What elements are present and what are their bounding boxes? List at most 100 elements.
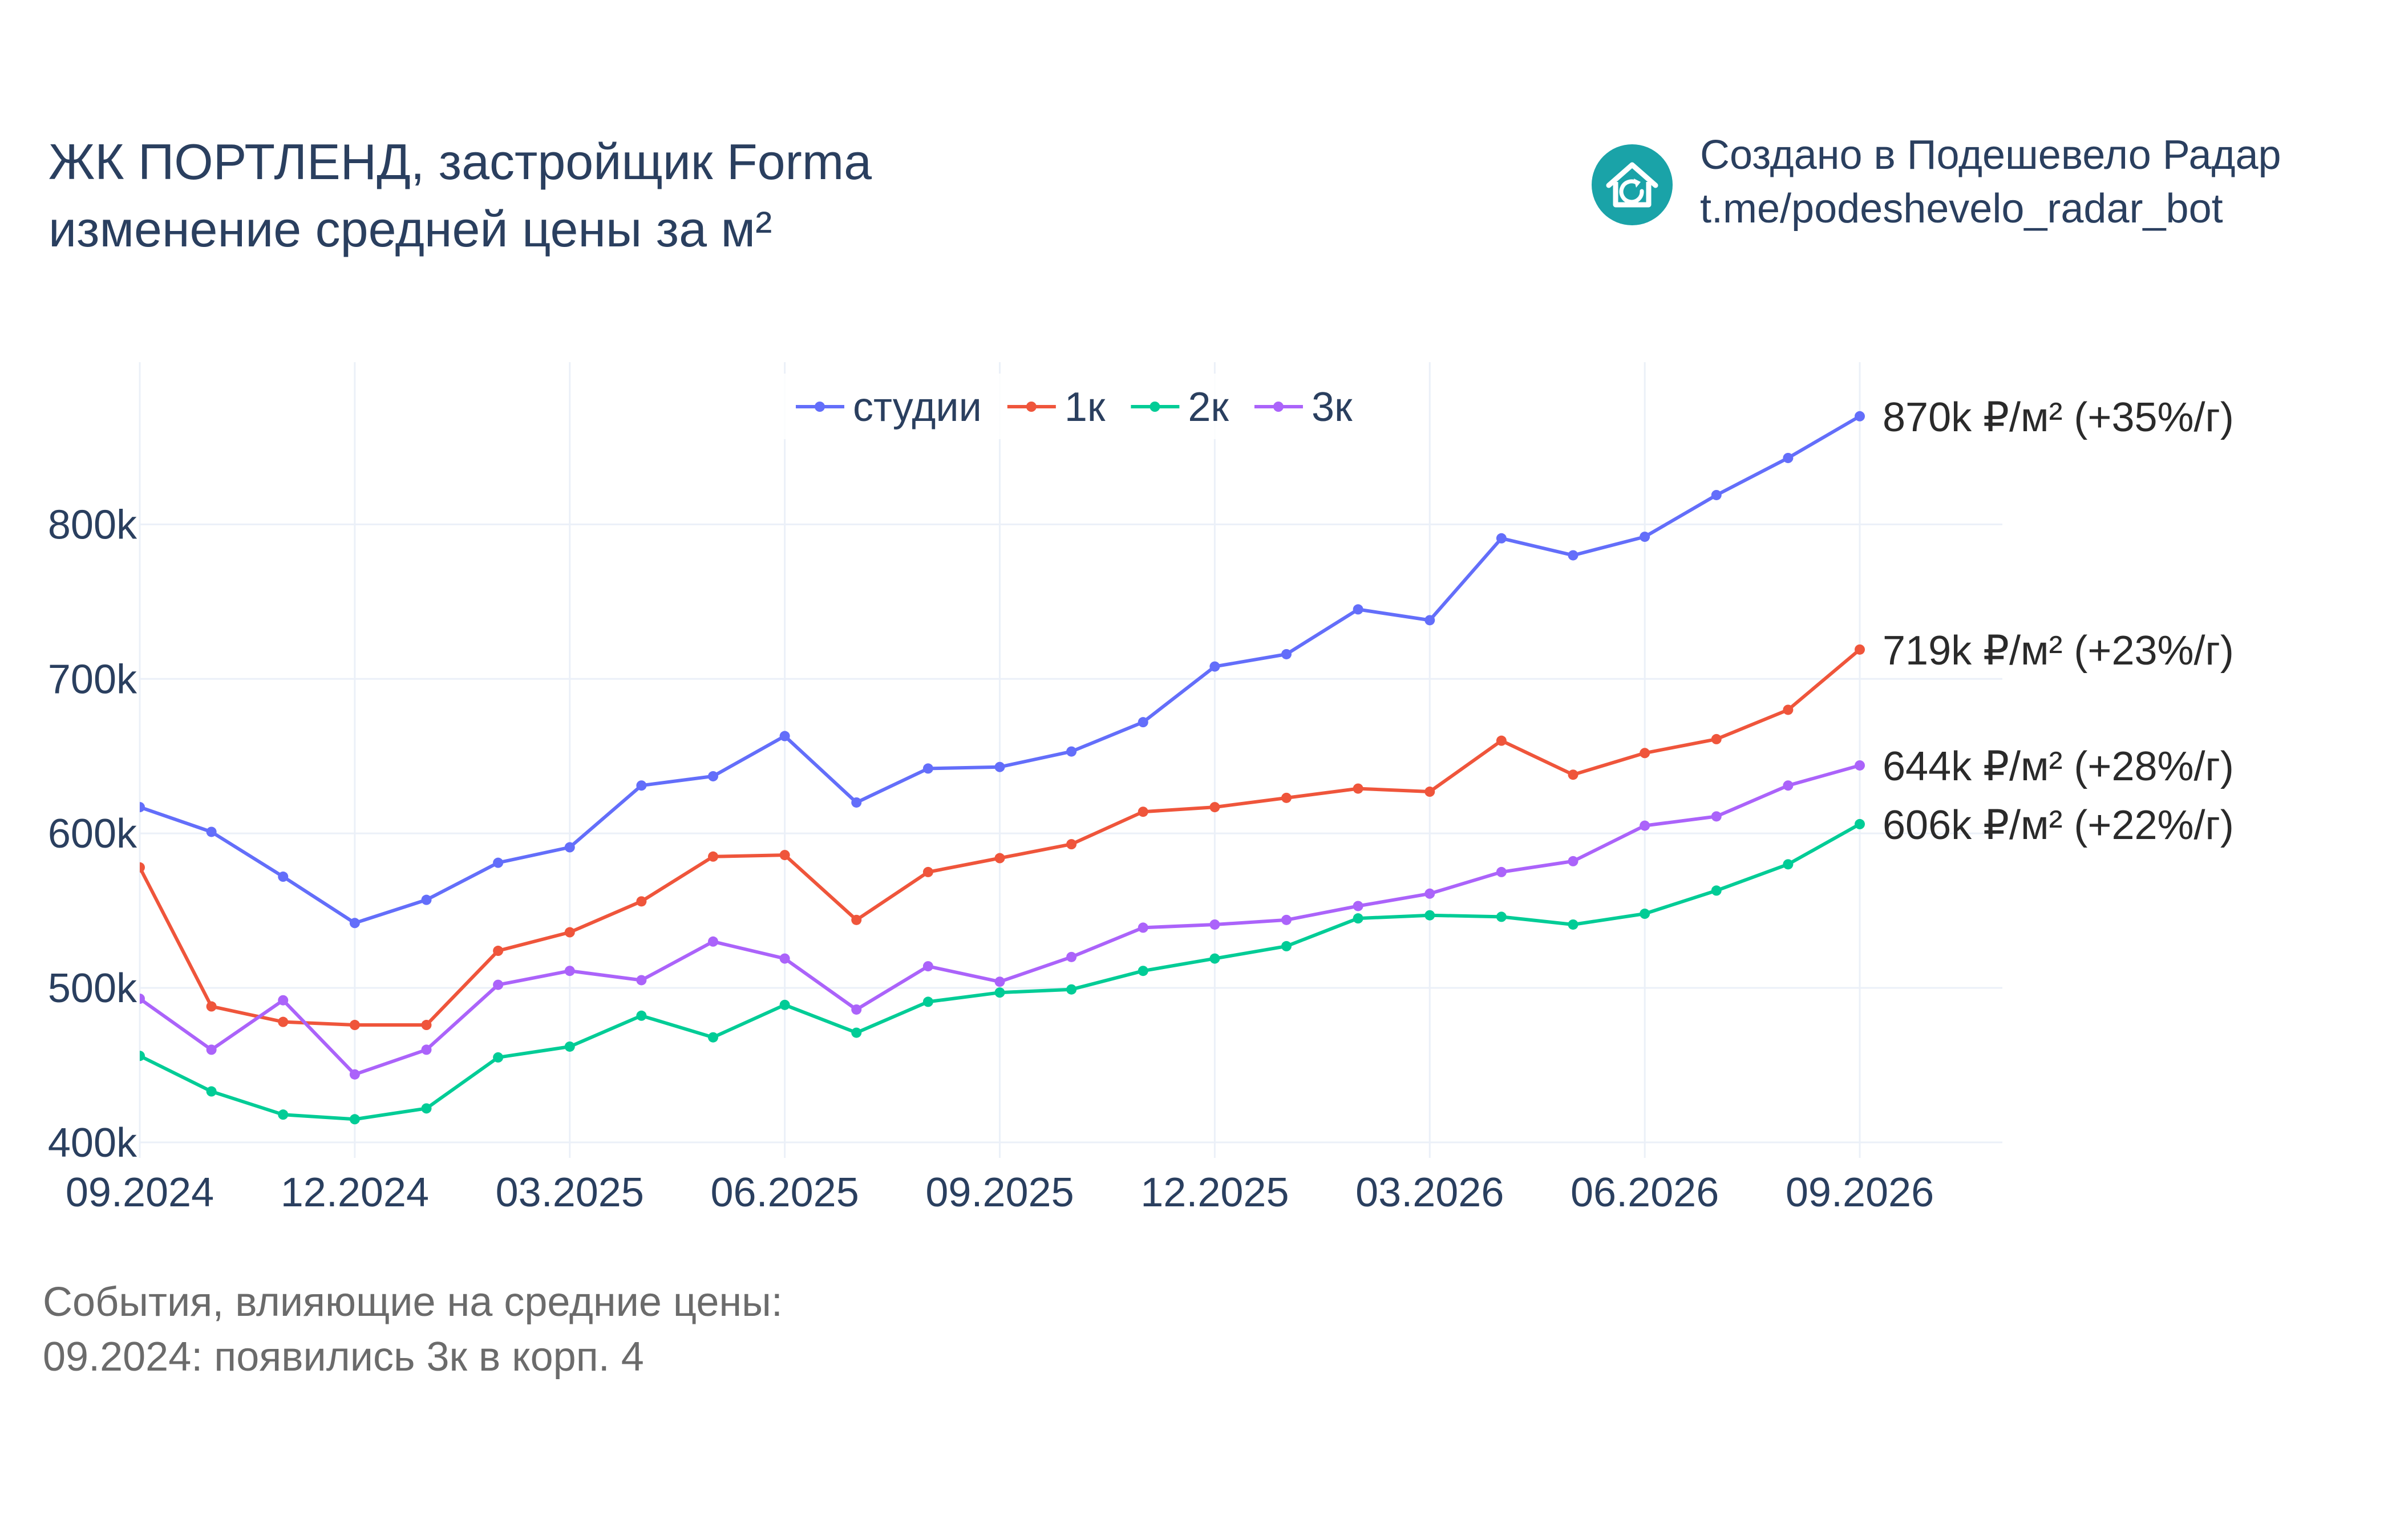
data-point: [1066, 984, 1077, 995]
data-point: [636, 975, 647, 986]
data-point: [1209, 953, 1220, 964]
events-note: События, влияющие на средние цены: 09.20…: [43, 1275, 783, 1384]
x-tick-label: 06.2025: [710, 1170, 859, 1215]
y-tick-label: 600k: [48, 811, 137, 857]
data-point: [851, 797, 862, 808]
data-point: [1568, 856, 1579, 866]
data-point: [1568, 769, 1579, 780]
chart-title-line2: изменение средней цены за м²: [48, 201, 772, 257]
x-tick-label: 03.2026: [1355, 1170, 1504, 1215]
data-point: [349, 1114, 360, 1125]
data-point: [140, 802, 145, 813]
y-tick-label: 700k: [48, 656, 137, 702]
data-point: [421, 1103, 432, 1114]
data-point: [1855, 411, 1865, 422]
data-point: [1783, 452, 1794, 463]
legend-swatch-marker: [815, 402, 825, 412]
x-tick-label: 09.2026: [1786, 1170, 1934, 1215]
data-point: [1711, 811, 1722, 822]
branding-link[interactable]: t.me/podeshevelo_radar_bot: [1700, 186, 2223, 232]
data-point: [1353, 783, 1363, 794]
data-point: [349, 1069, 360, 1080]
x-tick-label: 12.2025: [1140, 1170, 1289, 1215]
data-point: [493, 857, 504, 868]
data-point: [1855, 818, 1865, 829]
data-point: [1640, 748, 1650, 759]
data-point: [1711, 733, 1722, 744]
data-point: [779, 999, 790, 1010]
data-point: [493, 1052, 504, 1063]
data-point: [779, 953, 790, 964]
data-point: [1496, 911, 1507, 922]
data-point: [1640, 532, 1650, 542]
x-tick-label: 12.2024: [281, 1170, 429, 1215]
y-tick-label: 400k: [48, 1120, 137, 1166]
legend-item[interactable]: студии: [853, 384, 982, 430]
data-point: [851, 1027, 862, 1038]
data-point: [1353, 913, 1363, 924]
chart-title-line1: ЖК ПОРТЛЕНД, застройщик Forma: [48, 133, 872, 190]
data-point: [922, 763, 933, 774]
data-point: [1281, 649, 1292, 659]
data-point: [1424, 787, 1435, 797]
data-point: [1353, 901, 1363, 911]
end-value-label: 719k ₽/м² (+23%/г): [1883, 628, 2234, 674]
data-point: [851, 914, 862, 925]
data-point: [1281, 792, 1292, 803]
data-point: [1281, 941, 1292, 951]
data-point: [278, 872, 289, 882]
x-tick-label: 03.2025: [496, 1170, 644, 1215]
data-point: [1496, 866, 1507, 877]
data-point: [1568, 919, 1579, 930]
data-point: [1496, 533, 1507, 544]
data-point: [421, 1044, 432, 1055]
house-refresh-icon: [1592, 144, 1673, 225]
data-point: [421, 894, 432, 905]
data-point: [994, 976, 1005, 987]
end-value-label: 644k ₽/м² (+28%/г): [1883, 744, 2234, 789]
end-value-label: 606k ₽/м² (+22%/г): [1883, 803, 2234, 848]
data-point: [1711, 885, 1722, 896]
data-point: [708, 851, 718, 862]
x-tick-label: 09.2024: [66, 1170, 214, 1215]
legend-item[interactable]: 3к: [1312, 384, 1353, 430]
data-point: [1783, 704, 1794, 715]
data-point: [140, 1051, 145, 1061]
data-point: [1209, 661, 1220, 672]
data-point: [994, 761, 1005, 772]
data-point: [278, 995, 289, 1006]
data-point: [1209, 919, 1220, 930]
data-point: [1711, 489, 1722, 500]
y-tick-label: 800k: [48, 502, 137, 548]
data-point: [708, 771, 718, 781]
data-point: [1066, 839, 1077, 850]
data-point: [851, 1004, 862, 1015]
data-point: [278, 1016, 289, 1027]
data-point: [140, 862, 145, 873]
data-point: [1568, 550, 1579, 561]
data-point: [1424, 888, 1435, 899]
events-heading: События, влияющие на средние цены:: [43, 1279, 783, 1325]
data-point: [708, 1032, 718, 1043]
y-tick-label: 500k: [48, 966, 137, 1011]
data-point: [922, 996, 933, 1007]
legend-swatch-marker: [1150, 402, 1160, 412]
data-point: [1424, 615, 1435, 626]
data-point: [206, 1044, 217, 1055]
branding-text: Создано в Подешевело Радар t.me/podeshev…: [1700, 128, 2281, 236]
data-point: [278, 1109, 289, 1120]
data-point: [1353, 604, 1363, 615]
data-point: [421, 1020, 432, 1031]
data-point: [1424, 910, 1435, 921]
branding-line1: Создано в Подешевело Радар: [1700, 132, 2281, 178]
end-value-label: 870k ₽/м² (+35%/г): [1883, 395, 2234, 440]
x-tick-label: 09.2025: [925, 1170, 1074, 1215]
data-point: [636, 896, 647, 907]
legend-item[interactable]: 1к: [1065, 384, 1106, 430]
legend-item[interactable]: 2к: [1188, 384, 1229, 430]
data-point: [1066, 746, 1077, 757]
data-point: [1138, 717, 1148, 728]
data-point: [779, 731, 790, 741]
data-point: [349, 1020, 360, 1031]
